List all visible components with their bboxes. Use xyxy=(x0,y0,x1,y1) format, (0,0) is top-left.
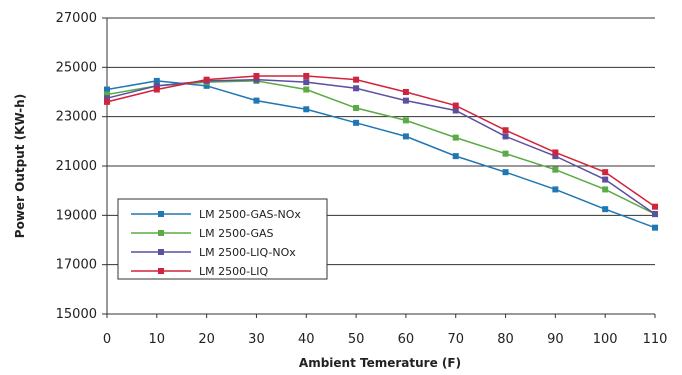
data-point xyxy=(353,105,360,112)
data-point xyxy=(253,76,260,83)
data-point xyxy=(402,97,409,104)
legend-label: LM 2500-GAS-NOx xyxy=(199,208,301,221)
x-tick-label: 30 xyxy=(248,332,265,347)
data-point xyxy=(402,117,409,124)
data-point xyxy=(502,150,509,157)
x-axis-title: Ambient Temerature (F) xyxy=(299,356,461,370)
data-point xyxy=(652,224,658,231)
y-tick-label: 19000 xyxy=(56,208,97,223)
legend: LM 2500-GAS-NOx LM 2500-GAS LM 2500-LIQ-NO… xyxy=(117,198,328,280)
y-tick-label: 25000 xyxy=(56,60,97,75)
data-point xyxy=(104,86,110,93)
legend-label: LM 2500-LIQ xyxy=(199,265,268,278)
data-point xyxy=(104,91,110,98)
x-tick-label: 70 xyxy=(447,332,464,347)
series-lines xyxy=(104,72,658,231)
data-point xyxy=(203,82,210,89)
legend-box xyxy=(117,198,328,280)
data-point xyxy=(602,206,609,213)
series-line xyxy=(106,80,656,215)
series-1 xyxy=(104,77,658,218)
y-tick-labels: 15000 17000 19000 21000 23000 25000 27000 xyxy=(56,11,97,322)
series-3 xyxy=(104,72,658,210)
y-tick-label: 15000 xyxy=(56,307,97,322)
data-point xyxy=(602,176,609,183)
data-point xyxy=(303,72,310,79)
data-point xyxy=(402,89,409,95)
data-point xyxy=(452,102,459,109)
y-axis-title: Power Output (KW-h) xyxy=(13,94,27,238)
legend-item: LM 2500-LIQ-NOx xyxy=(131,246,296,259)
axes xyxy=(102,17,656,318)
x-tick-label: 80 xyxy=(497,332,514,347)
x-tick-label: 100 xyxy=(593,332,618,347)
data-point xyxy=(452,107,459,114)
data-point xyxy=(104,98,110,105)
data-point xyxy=(602,169,609,176)
x-tick-labels: 0 10 20 30 40 50 60 70 80 90 100 110 xyxy=(103,332,668,347)
data-point xyxy=(353,85,360,92)
data-point xyxy=(602,186,609,193)
legend-marker xyxy=(158,230,164,236)
x-tick-label: 90 xyxy=(547,332,564,347)
data-point xyxy=(552,153,559,160)
data-point xyxy=(502,169,509,176)
y-tick-label: 27000 xyxy=(56,11,97,26)
legend-label: LM 2500-GAS xyxy=(199,227,274,240)
data-point xyxy=(253,72,260,79)
data-point xyxy=(552,166,559,173)
data-point xyxy=(303,86,310,93)
data-point xyxy=(652,203,658,210)
data-point xyxy=(652,211,658,218)
legend-marker xyxy=(158,249,164,255)
y-tick-label: 23000 xyxy=(56,110,97,125)
data-point xyxy=(153,77,160,84)
data-point xyxy=(353,119,360,126)
data-point xyxy=(253,97,260,104)
series-line xyxy=(106,78,656,215)
data-point xyxy=(303,106,310,113)
legend-item: LM 2500-GAS xyxy=(131,227,274,240)
x-tick-label: 110 xyxy=(643,332,668,347)
data-point xyxy=(452,153,459,160)
legend-item: LM 2500-GAS-NOx xyxy=(131,208,301,221)
data-point xyxy=(153,86,160,93)
legend-label: LM 2500-LIQ-NOx xyxy=(199,246,296,259)
series-line xyxy=(106,75,656,208)
x-tick-label: 0 xyxy=(103,332,111,347)
x-tick-label: 20 xyxy=(198,332,215,347)
y-tick-label: 21000 xyxy=(56,159,97,174)
data-point xyxy=(452,134,459,141)
data-point xyxy=(552,149,559,156)
x-tick-label: 50 xyxy=(348,332,365,347)
data-point xyxy=(203,76,210,83)
series-line xyxy=(106,80,656,229)
data-point xyxy=(402,133,409,140)
legend-item: LM 2500-LIQ xyxy=(131,265,268,278)
legend-marker xyxy=(158,211,164,217)
data-point xyxy=(303,79,310,86)
data-point xyxy=(353,76,360,83)
series-2 xyxy=(104,76,658,218)
data-point xyxy=(502,133,509,140)
series-0 xyxy=(104,77,658,231)
x-tick-label: 10 xyxy=(149,332,166,347)
legend-marker xyxy=(158,268,164,274)
data-point xyxy=(153,82,160,89)
data-point xyxy=(552,186,559,193)
x-tick-label: 60 xyxy=(398,332,415,347)
data-point xyxy=(104,95,110,102)
data-point xyxy=(502,127,509,134)
x-tick-label: 40 xyxy=(298,332,315,347)
y-tick-label: 17000 xyxy=(56,258,97,273)
